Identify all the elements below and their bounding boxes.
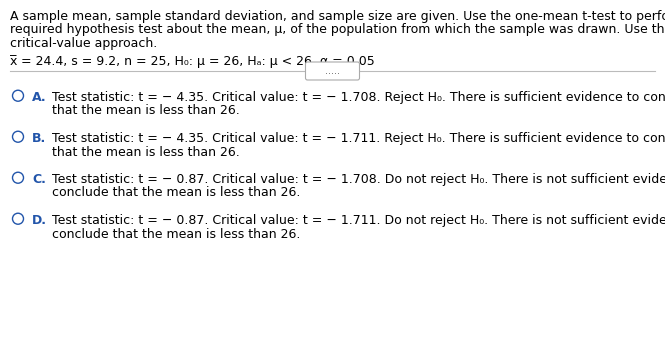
Text: .....: ..... [325,66,340,76]
Text: Test statistic: t = − 4.35. Critical value: t = − 1.708. Reject H₀. There is suf: Test statistic: t = − 4.35. Critical val… [52,91,665,104]
Text: = 24.4, s = 9.2, n = 25, H₀: μ = 26, Hₐ: μ < 26, α = 0.05: = 24.4, s = 9.2, n = 25, H₀: μ = 26, Hₐ:… [21,55,375,68]
Text: Test statistic: t = − 4.35. Critical value: t = − 1.711. Reject H₀. There is suf: Test statistic: t = − 4.35. Critical val… [52,132,665,145]
Text: A.: A. [32,91,47,104]
Text: B.: B. [32,132,47,145]
Text: x̅: x̅ [10,55,17,68]
Text: A sample mean, sample standard deviation, and sample size are given. Use the one: A sample mean, sample standard deviation… [10,10,665,23]
Text: that the mean is less than 26.: that the mean is less than 26. [52,146,240,158]
Text: D.: D. [32,214,47,227]
Text: required hypothesis test about the mean, μ, of the population from which the sam: required hypothesis test about the mean,… [10,23,665,36]
Text: Test statistic: t = − 0.87. Critical value: t = − 1.711. Do not reject H₀. There: Test statistic: t = − 0.87. Critical val… [52,214,665,227]
Text: conclude that the mean is less than 26.: conclude that the mean is less than 26. [52,227,301,240]
Text: conclude that the mean is less than 26.: conclude that the mean is less than 26. [52,187,301,200]
Text: critical-value approach.: critical-value approach. [10,37,157,50]
Text: Test statistic: t = − 0.87. Critical value: t = − 1.708. Do not reject H₀. There: Test statistic: t = − 0.87. Critical val… [52,173,665,186]
FancyBboxPatch shape [305,62,360,80]
Text: that the mean is less than 26.: that the mean is less than 26. [52,104,240,118]
Text: C.: C. [32,173,46,186]
